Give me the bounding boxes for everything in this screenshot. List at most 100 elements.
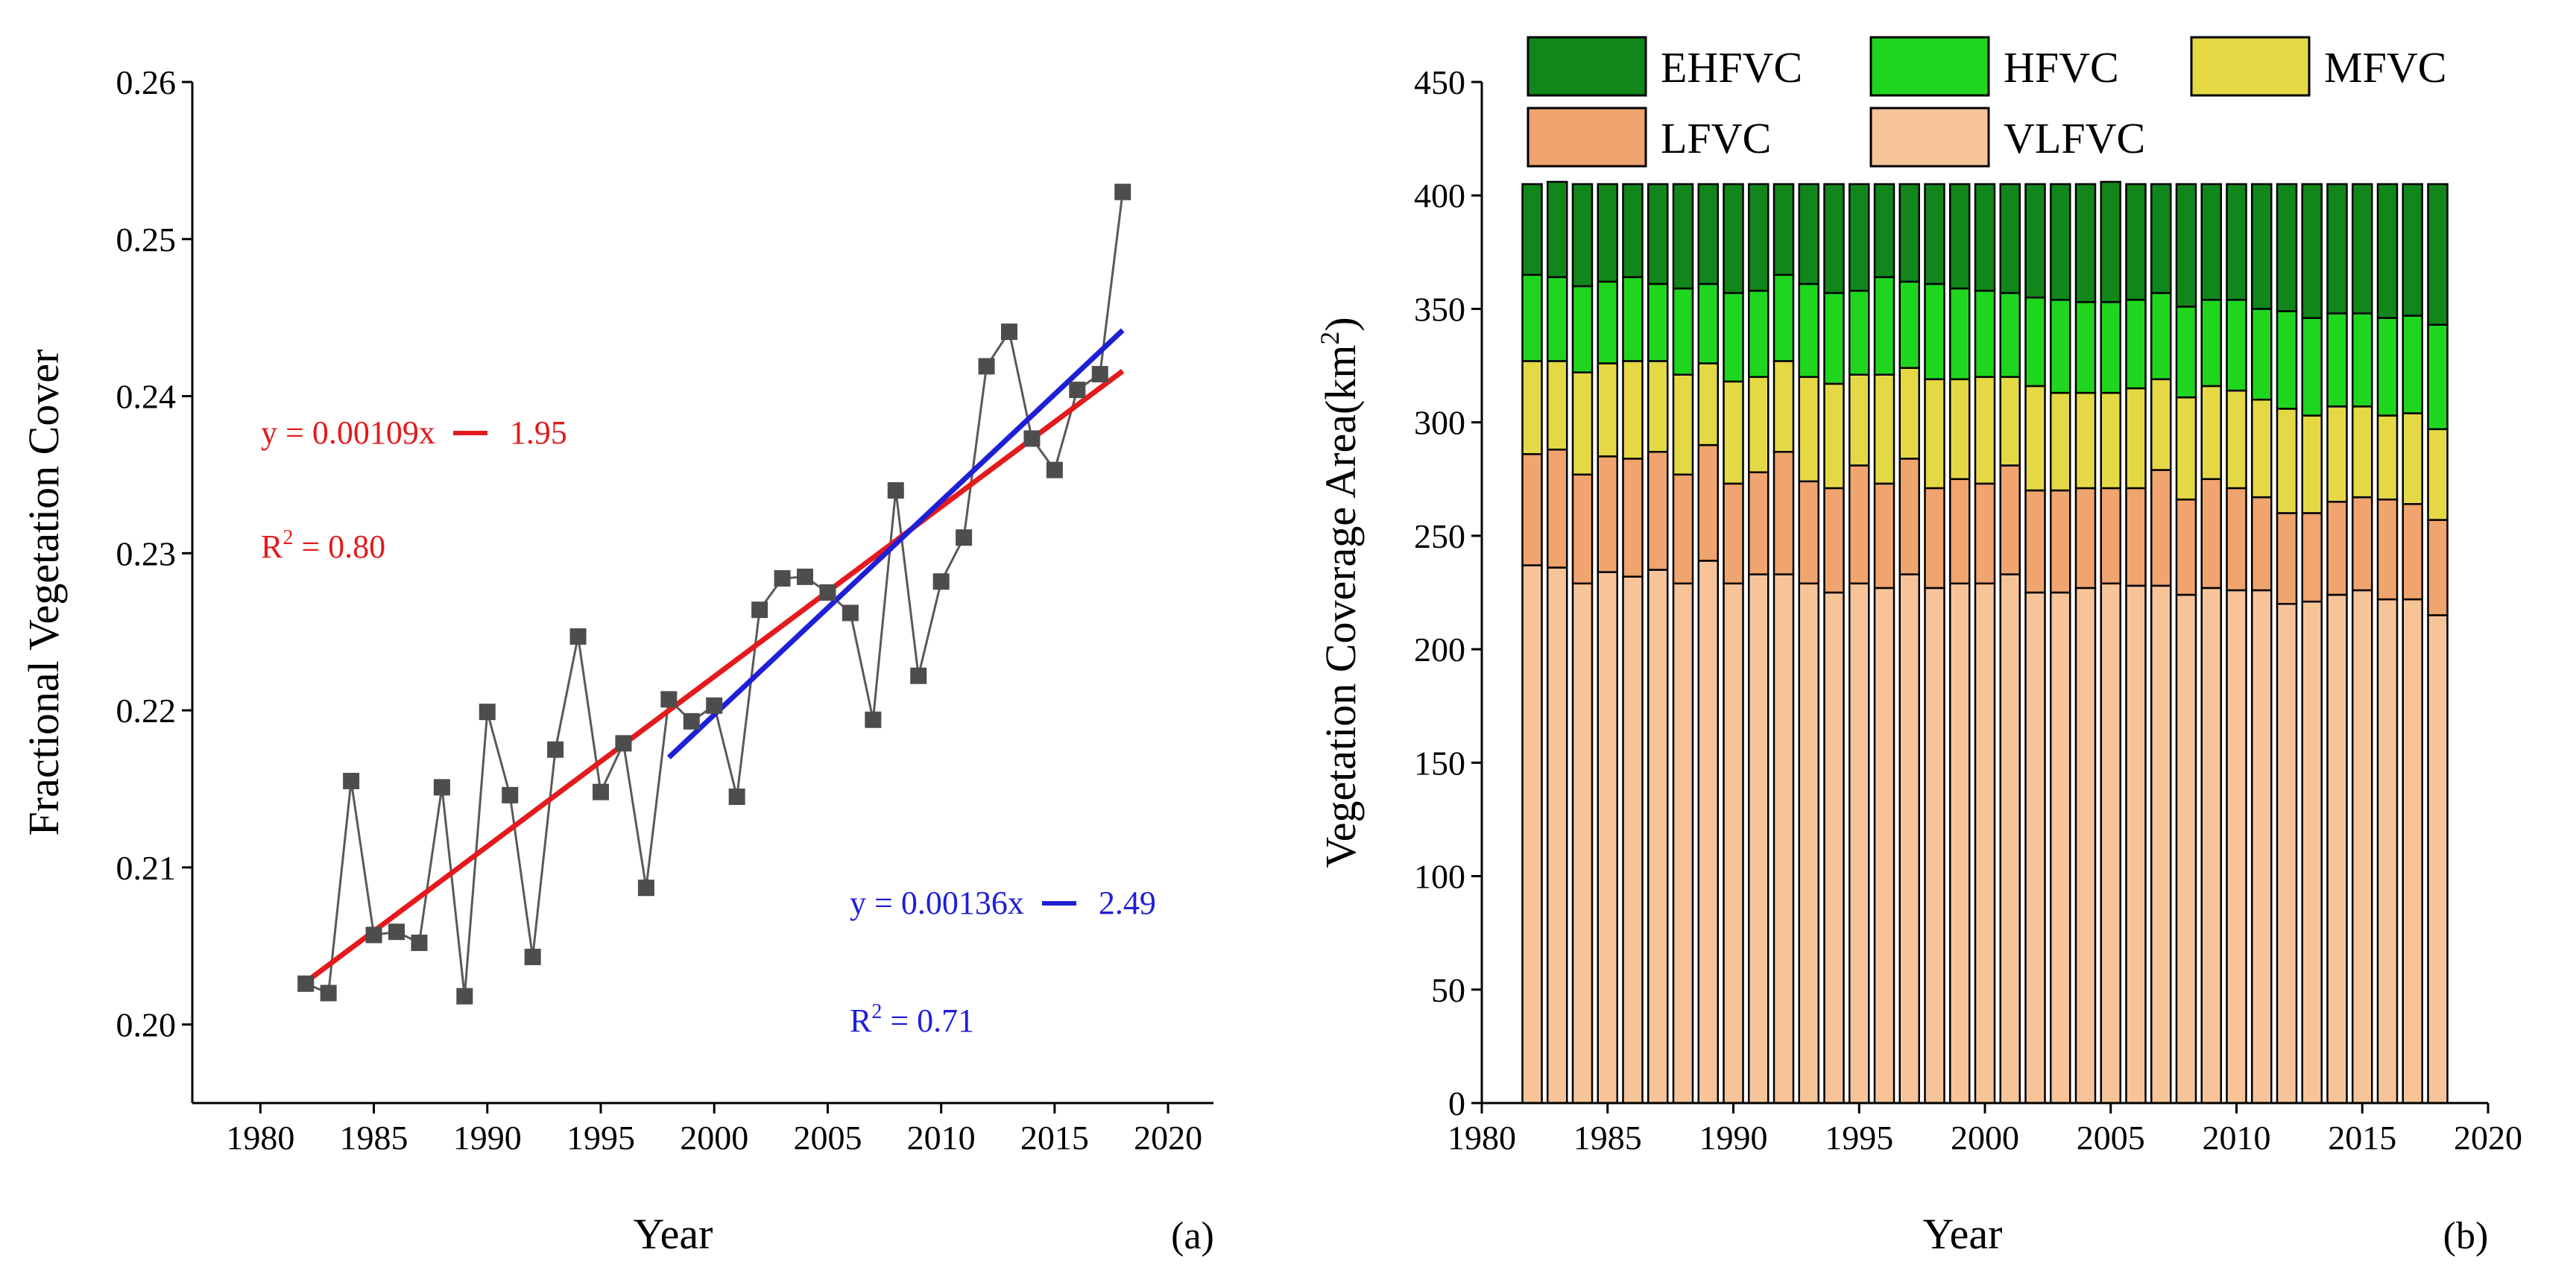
bar-segment-vlfvc <box>1723 582 1744 1105</box>
bar-segment-mfvc <box>2050 391 2071 492</box>
bar-segment-mfvc <box>1849 373 1870 467</box>
x-tick-label: 1985 <box>1573 1119 1642 1157</box>
x-axis-title: Year <box>1923 1210 2003 1258</box>
bar-segment-mfvc <box>2175 396 2197 501</box>
data-point <box>524 948 541 965</box>
bar-segment-ehfvc <box>2150 183 2172 294</box>
data-point <box>1114 183 1131 200</box>
data-point <box>1091 366 1108 383</box>
bar-segment-lfvc <box>1672 473 1694 585</box>
bar-segment-vlfvc <box>2301 600 2323 1105</box>
trend-line-1998-2018 <box>666 328 1125 759</box>
bar-segment-mfvc <box>1823 382 1845 490</box>
bar-segment-vlfvc <box>2150 584 2172 1105</box>
bar-segment-hfvc <box>1597 280 1618 364</box>
bar-segment-lfvc <box>1798 480 1819 585</box>
bar-segment-mfvc <box>1798 376 1819 483</box>
bar-segment-mfvc <box>1723 380 1744 485</box>
bar-segment-vlfvc <box>1873 587 1895 1105</box>
bar-segment-lfvc <box>2125 487 2147 587</box>
y-axis-title-end: ) <box>1316 317 1365 331</box>
bar-segment-hfvc <box>1547 276 1568 362</box>
bar-segment-ehfvc <box>2100 180 2121 303</box>
bar-segment-mfvc <box>2074 391 2097 490</box>
bar-segment-hfvc <box>2226 299 2247 392</box>
data-point <box>547 741 564 758</box>
bar-segment-ehfvc <box>1849 183 1870 292</box>
bar-segment-ehfvc <box>1974 183 1996 292</box>
data-point <box>932 573 950 590</box>
bar-segment-ehfvc <box>1772 183 1795 277</box>
x-tick-label: 1995 <box>1825 1119 1893 1157</box>
bar-segment-mfvc <box>2100 391 2121 490</box>
fit-equation: y = 0.00109x 1.95 <box>261 414 567 451</box>
data-point <box>910 667 927 684</box>
y-tick-label: 0.20 <box>116 1006 177 1044</box>
bar-segment-ehfvc <box>1898 183 1920 283</box>
bar-segment-vlfvc <box>2050 591 2071 1105</box>
y-axis-title: Vegetation Coverage Area(km2) <box>1315 317 1365 868</box>
legend-label: HFVC <box>2004 43 2119 92</box>
bar-segment-lfvc <box>2326 500 2348 596</box>
bar-segment-lfvc <box>1647 450 1669 571</box>
bar-segment-vlfvc <box>1622 575 1644 1105</box>
legend-label: LFVC <box>1661 114 1771 162</box>
bar-segment-hfvc <box>2200 299 2222 388</box>
bar-segment-hfvc <box>1622 276 1644 362</box>
bar-segment-mfvc <box>1571 371 1594 476</box>
bar-segment-vlfvc <box>1647 569 1669 1105</box>
bar-segment-hfvc <box>1521 274 1543 362</box>
bar-segment-vlfvc <box>2376 598 2399 1105</box>
y-tick-label: 50 <box>1431 971 1465 1009</box>
data-point <box>842 604 859 622</box>
data-point <box>320 985 337 1002</box>
bar-segment-lfvc <box>2352 496 2373 592</box>
bar-segment-ehfvc <box>2050 183 2071 301</box>
bar-segment-hfvc <box>1999 291 2021 379</box>
bar-segment-ehfvc <box>2376 183 2399 319</box>
bar-segment-lfvc <box>1547 448 1568 569</box>
bar-segment-lfvc <box>2100 487 2121 585</box>
x-axis-title: Year <box>634 1210 713 1258</box>
r2-symbol: R <box>850 1002 872 1039</box>
y-tick-label: 100 <box>1414 858 1465 896</box>
y-tick-label: 0.21 <box>116 849 177 887</box>
bar-segment-vlfvc <box>2200 587 2222 1105</box>
y-tick-label: 300 <box>1414 404 1465 442</box>
bar-segment-hfvc <box>1723 291 1744 383</box>
bar-segment-vlfvc <box>1697 560 1719 1105</box>
bar-segment-lfvc <box>2050 489 2071 594</box>
data-point <box>1001 323 1017 341</box>
bar-segment-mfvc <box>2326 405 2348 503</box>
data-point <box>865 711 882 728</box>
bar-segment-vlfvc <box>2175 593 2197 1105</box>
bar-segment-vlfvc <box>2074 587 2097 1105</box>
bar-segment-ehfvc <box>1949 183 1971 290</box>
bar-segment-ehfvc <box>2251 183 2273 310</box>
bar-segment-mfvc <box>1772 360 1795 453</box>
fit-equation: y = 0.00136x 2.49 <box>850 885 1156 921</box>
bar-segment-lfvc <box>2376 498 2399 601</box>
y-tick-label: 0.23 <box>116 534 177 572</box>
bar-segment-hfvc <box>2175 306 2197 399</box>
bar-segment-lfvc <box>1823 487 1845 594</box>
x-tick-label: 2000 <box>680 1119 748 1157</box>
data-point <box>388 923 405 941</box>
bar-segment-vlfvc <box>1597 571 1618 1105</box>
bar-segment-mfvc <box>2352 405 2373 499</box>
data-point <box>433 779 450 796</box>
bar-segment-lfvc <box>1723 482 1744 585</box>
legend-swatch-vlfvc <box>1869 107 1990 168</box>
y-tick-label: 200 <box>1414 631 1465 669</box>
bar-segment-mfvc <box>2150 378 2172 471</box>
bar-segment-ehfvc <box>1924 183 1945 285</box>
bar-segment-hfvc <box>1697 282 1719 364</box>
bar-segment-vlfvc <box>1798 582 1819 1105</box>
bar-segment-vlfvc <box>2402 598 2423 1105</box>
bar-segment-lfvc <box>2226 487 2247 592</box>
data-point <box>819 584 836 601</box>
bar-segment-ehfvc <box>1521 183 1543 277</box>
fit-equation-rhs: 1.95 <box>510 414 567 451</box>
bar-segment-lfvc <box>2251 496 2273 592</box>
bar-segment-lfvc <box>1949 478 1971 585</box>
